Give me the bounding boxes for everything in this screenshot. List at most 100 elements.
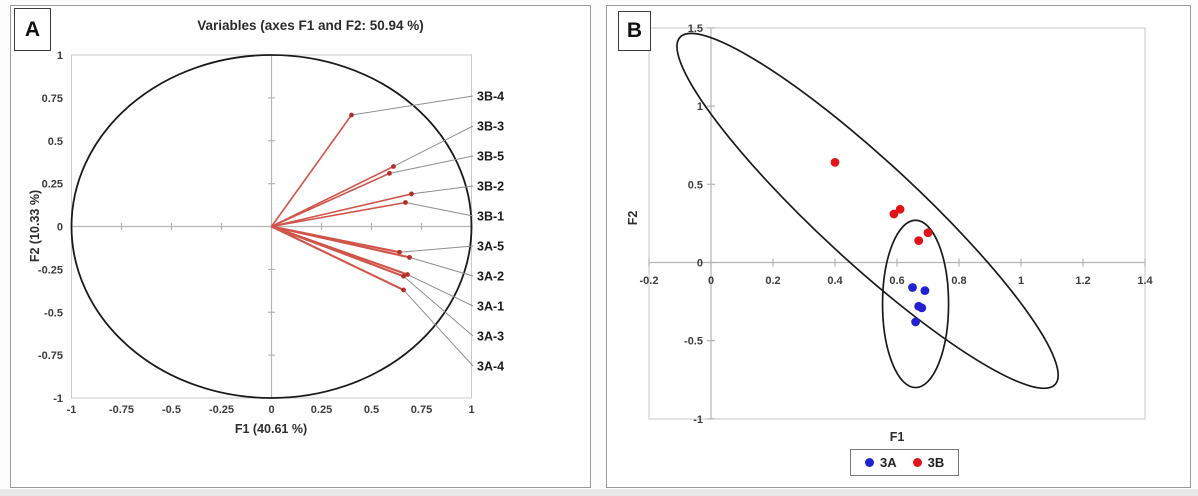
leader-line-3A-2 bbox=[409, 256, 474, 277]
x-tick-label: 0.25 bbox=[311, 404, 332, 416]
x-tick-label: 0 bbox=[268, 404, 274, 416]
vector-tip-3B-1 bbox=[403, 200, 408, 205]
leader-line-3A-1 bbox=[407, 274, 474, 307]
x-tick-label: 0.8 bbox=[951, 275, 966, 287]
panel-b-x-axis-label: F1 bbox=[889, 430, 905, 444]
vector-tip-3B-2 bbox=[409, 191, 414, 197]
point-3A-1 bbox=[908, 283, 917, 292]
variable-label-3B-2: 3B-2 bbox=[477, 180, 504, 194]
x-tick-label: -0.25 bbox=[209, 404, 234, 416]
y-tick-label: 0.75 bbox=[42, 93, 63, 105]
variable-label-3A-4: 3A-4 bbox=[477, 360, 504, 374]
y-tick-label: 1.5 bbox=[688, 23, 703, 35]
vector-tip-3A-2 bbox=[407, 254, 412, 260]
variable-label-3A-3: 3A-3 bbox=[477, 330, 504, 344]
variable-label-3A-2: 3A-2 bbox=[477, 270, 504, 284]
panel-a-letter: A bbox=[14, 8, 51, 51]
leader-line-3B-5 bbox=[389, 155, 474, 174]
legend-item-3b: 3B bbox=[912, 455, 945, 470]
variable-label-3A-1: 3A-1 bbox=[477, 300, 504, 314]
vector-tip-3A-5 bbox=[397, 249, 402, 255]
x-tick-label: 0.5 bbox=[364, 404, 379, 416]
point-3B-1 bbox=[830, 158, 840, 167]
window-bottom-edge bbox=[0, 489, 1198, 496]
panel-b: B -0.2 0 0.2 0.4 0.6 0.8 1 1.2 1.4 1.5 1 0.5 0 -0.5 -1… bbox=[606, 5, 1191, 488]
point-3B-2 bbox=[889, 209, 899, 219]
point-3B-4 bbox=[914, 236, 924, 246]
leader-line-3A-3 bbox=[403, 275, 474, 337]
legend-marker-3b-icon bbox=[912, 458, 922, 467]
group-ellipse-3A bbox=[881, 219, 950, 389]
loading-vector-3B-4 bbox=[270, 114, 353, 227]
leader-line-3B-1 bbox=[405, 201, 474, 217]
variable-label-3B-4: 3B-4 bbox=[477, 90, 504, 104]
variable-label-3B-3: 3B-3 bbox=[477, 120, 504, 134]
x-tick-label: 1.2 bbox=[1075, 275, 1090, 287]
y-tick-label: 1 bbox=[57, 50, 63, 62]
x-tick-label: -0.5 bbox=[162, 404, 181, 416]
vector-tip-3A-1 bbox=[405, 272, 410, 277]
panel-a: A Variables (axes F1 and F2: 50.94 %) -1… bbox=[10, 5, 591, 488]
legend-item-3a: 3A bbox=[865, 455, 897, 470]
leader-line-3A-5 bbox=[399, 245, 474, 253]
point-3B-3 bbox=[895, 204, 905, 214]
x-tick-label: 0.75 bbox=[411, 404, 432, 416]
y-tick-label: 0.5 bbox=[688, 179, 703, 191]
point-3B-5 bbox=[923, 228, 933, 238]
loading-vector-3A-4 bbox=[271, 225, 404, 291]
x-tick-label: 0.2 bbox=[765, 275, 780, 287]
leader-line-3B-4 bbox=[351, 95, 474, 116]
x-tick-label: 1 bbox=[1018, 275, 1024, 287]
variable-label-3B-1: 3B-1 bbox=[477, 210, 504, 224]
vector-tip-3B-5 bbox=[387, 170, 392, 176]
vector-tip-3B-4 bbox=[349, 112, 354, 118]
y-tick-label: 0 bbox=[57, 222, 63, 234]
y-tick-label: -0.5 bbox=[44, 307, 63, 319]
vector-tip-3B-3 bbox=[391, 164, 396, 169]
point-3A-2 bbox=[920, 286, 930, 296]
vector-tip-3A-3 bbox=[401, 273, 406, 279]
legend: 3A 3B bbox=[850, 449, 960, 476]
y-tick-label: -1 bbox=[693, 414, 703, 426]
panel-b-letter: B bbox=[618, 11, 651, 51]
observations-scatter-chart: -0.2 0 0.2 0.4 0.6 0.8 1 1.2 1.4 1.5 1 0.5 0 -0.5 -1 bbox=[640, 23, 1154, 426]
y-tick-label: 0.25 bbox=[42, 179, 63, 191]
loading-vector-3B-5 bbox=[271, 172, 390, 228]
x-tick-label: 0 bbox=[708, 275, 714, 287]
x-tick-label: 1.4 bbox=[1137, 275, 1153, 287]
panel-a-y-axis-label: F2 (10.33 %) bbox=[28, 189, 42, 263]
y-tick-label: -1 bbox=[53, 393, 63, 405]
point-3A-5 bbox=[911, 317, 920, 327]
variable-label-3A-5: 3A-5 bbox=[477, 240, 504, 254]
x-tick-label: -1 bbox=[67, 404, 77, 416]
loading-vector-3A-3 bbox=[271, 225, 404, 278]
x-tick-label: 0.6 bbox=[889, 275, 904, 287]
x-tick-label: 0.4 bbox=[827, 275, 843, 287]
y-tick-label: -0.25 bbox=[38, 264, 63, 276]
panel-b-y-axis-label: F2 bbox=[626, 210, 640, 226]
loading-vector-3A-2 bbox=[271, 225, 410, 259]
legend-label-3b: 3B bbox=[927, 455, 945, 470]
loading-vector-3B-1 bbox=[271, 201, 406, 228]
y-tick-label: 0 bbox=[697, 258, 703, 270]
unit-circle bbox=[70, 54, 473, 399]
x-tick-label: -0.75 bbox=[109, 404, 134, 416]
group-ellipse-3B bbox=[676, 32, 1060, 390]
variable-label-3B-5: 3B-5 bbox=[477, 150, 504, 164]
panel-a-title: Variables (axes F1 and F2: 50.94 %) bbox=[197, 18, 424, 33]
point-3A-4 bbox=[917, 303, 927, 313]
leader-line-3A-4 bbox=[403, 289, 474, 367]
leader-line-3B-2 bbox=[411, 185, 474, 195]
x-tick-label: -0.2 bbox=[640, 275, 659, 287]
x-tick-label: 1 bbox=[468, 404, 474, 416]
plot-border bbox=[648, 27, 1146, 420]
y-tick-label: -0.75 bbox=[38, 350, 63, 362]
legend-label-3a: 3A bbox=[880, 455, 897, 470]
legend-marker-3a-icon bbox=[865, 458, 874, 467]
y-tick-label: -0.5 bbox=[684, 336, 703, 348]
y-tick-label: 1 bbox=[697, 101, 703, 113]
panel-a-x-axis-label: F1 (40.61 %) bbox=[234, 422, 308, 436]
y-tick-label: 0.5 bbox=[48, 136, 63, 148]
leader-line-3B-3 bbox=[393, 125, 474, 167]
